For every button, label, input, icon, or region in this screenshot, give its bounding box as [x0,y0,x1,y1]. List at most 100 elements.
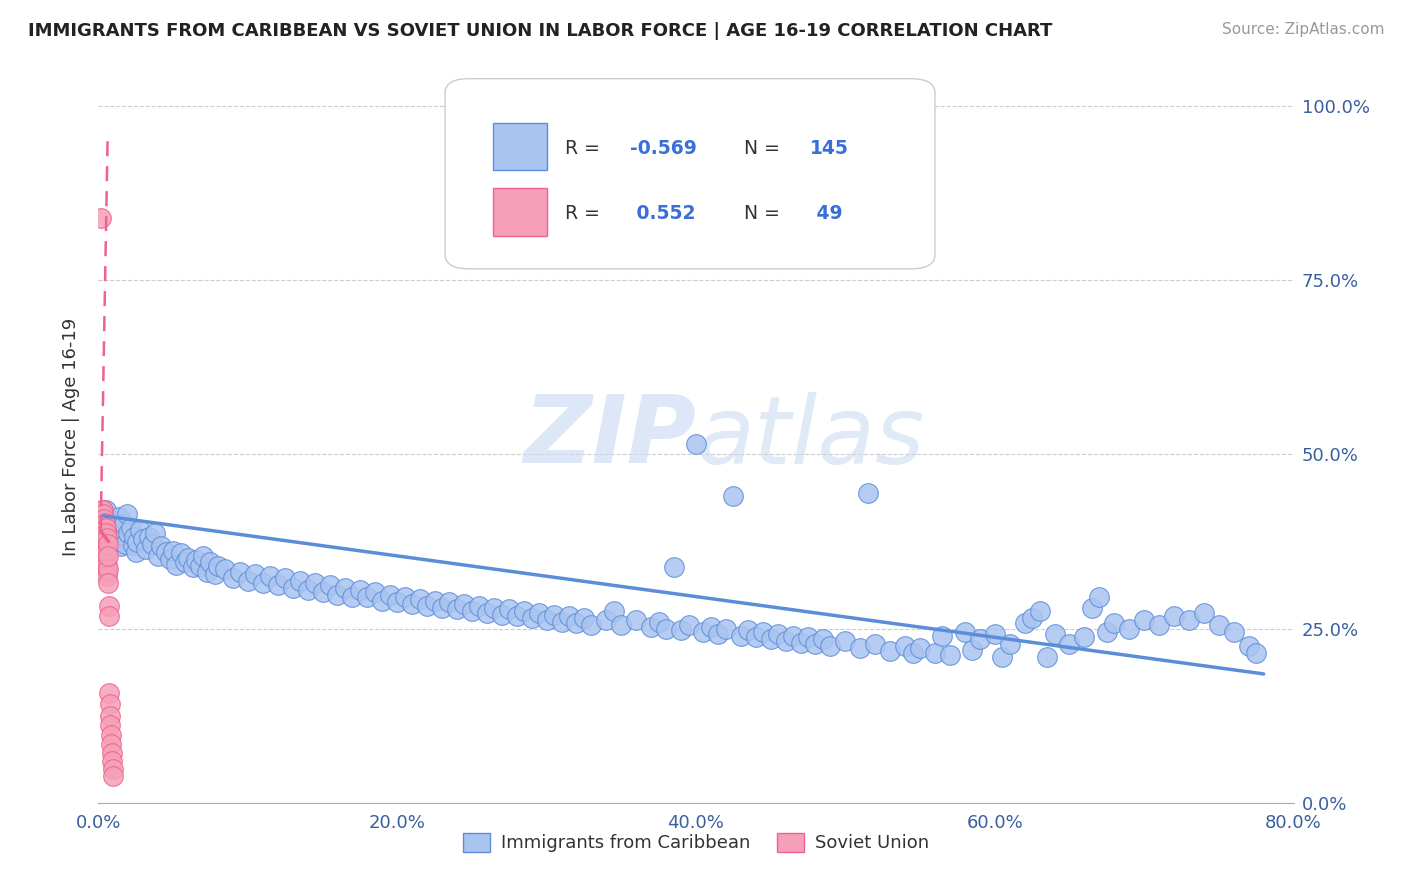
Point [143,525,166,540]
Point [165,558,187,572]
Point [132,533,155,547]
Point [96,538,118,552]
Point [94,552,117,566]
Point [90,524,112,538]
Point [204,567,226,582]
Point [96,543,118,558]
Point [105,534,128,549]
Point [117,525,139,540]
Point [191,549,214,563]
Point [184,553,207,567]
Point [127,534,149,549]
Point [200,556,222,570]
Point [93,516,115,530]
Point [1043,627,1066,641]
Point [1163,609,1185,624]
Point [745,630,768,644]
Point [394,591,416,605]
Point [527,607,550,621]
Point [98,708,121,723]
Point [96,550,118,565]
Point [595,613,617,627]
Point [93,540,115,554]
Point [94,503,117,517]
Point [91,525,114,540]
Point [91,503,114,517]
Point [188,558,211,573]
Point [416,599,439,614]
Point [1088,591,1111,605]
Point [1021,611,1043,625]
Point [1014,616,1036,631]
Point [849,641,872,656]
Point [297,583,319,598]
Point [98,718,122,732]
Text: Source: ZipAtlas.com: Source: ZipAtlas.com [1222,22,1385,37]
Point [1244,646,1267,660]
Point [662,560,685,574]
Point [723,489,745,503]
Point [572,611,595,625]
Point [91,540,114,554]
Point [112,517,135,532]
Point [245,567,267,582]
Point [138,530,160,544]
Point [491,607,513,622]
Text: R =: R = [565,204,606,224]
Point [96,531,118,545]
Point [640,620,662,634]
Point [342,591,364,605]
Point [93,524,115,538]
Point [1208,618,1230,632]
Point [229,565,252,579]
Point [93,549,115,563]
Point [461,604,484,618]
Point [901,646,924,660]
Point [120,521,142,535]
Point [879,644,901,658]
Point [446,602,468,616]
Point [820,639,842,653]
Point [834,634,856,648]
Point [1081,600,1104,615]
Point [98,686,121,700]
Point [998,637,1021,651]
Point [114,536,136,550]
Point [565,616,588,631]
Point [558,609,581,624]
Point [103,531,125,545]
Point [98,521,122,535]
Point [159,552,181,566]
Point [100,746,122,760]
Point [93,521,115,535]
Point [236,574,259,589]
Point [1073,630,1095,644]
Point [259,569,281,583]
Point [135,541,157,556]
Point [1095,625,1118,640]
Point [97,609,120,624]
Point [475,607,498,621]
Point [169,546,191,560]
Point [1028,604,1050,618]
Point [111,527,134,541]
Point [96,565,118,579]
Text: -0.569: -0.569 [630,138,697,158]
Point [856,485,879,500]
Point [96,558,118,572]
Point [252,576,274,591]
Point [1118,622,1140,636]
Legend: Immigrants from Caribbean, Soviet Union: Immigrants from Caribbean, Soviet Union [456,826,936,860]
Point [707,627,730,641]
Point [148,549,170,563]
Text: 0.552: 0.552 [630,204,696,224]
Point [811,632,834,646]
Y-axis label: In Labor Force | Age 16-19: In Labor Force | Age 16-19 [62,318,80,557]
Point [155,545,177,559]
Text: N =: N = [744,204,786,224]
Point [700,620,723,634]
Point [468,599,491,614]
Point [506,609,529,624]
Point [103,769,125,783]
Point [91,530,114,544]
